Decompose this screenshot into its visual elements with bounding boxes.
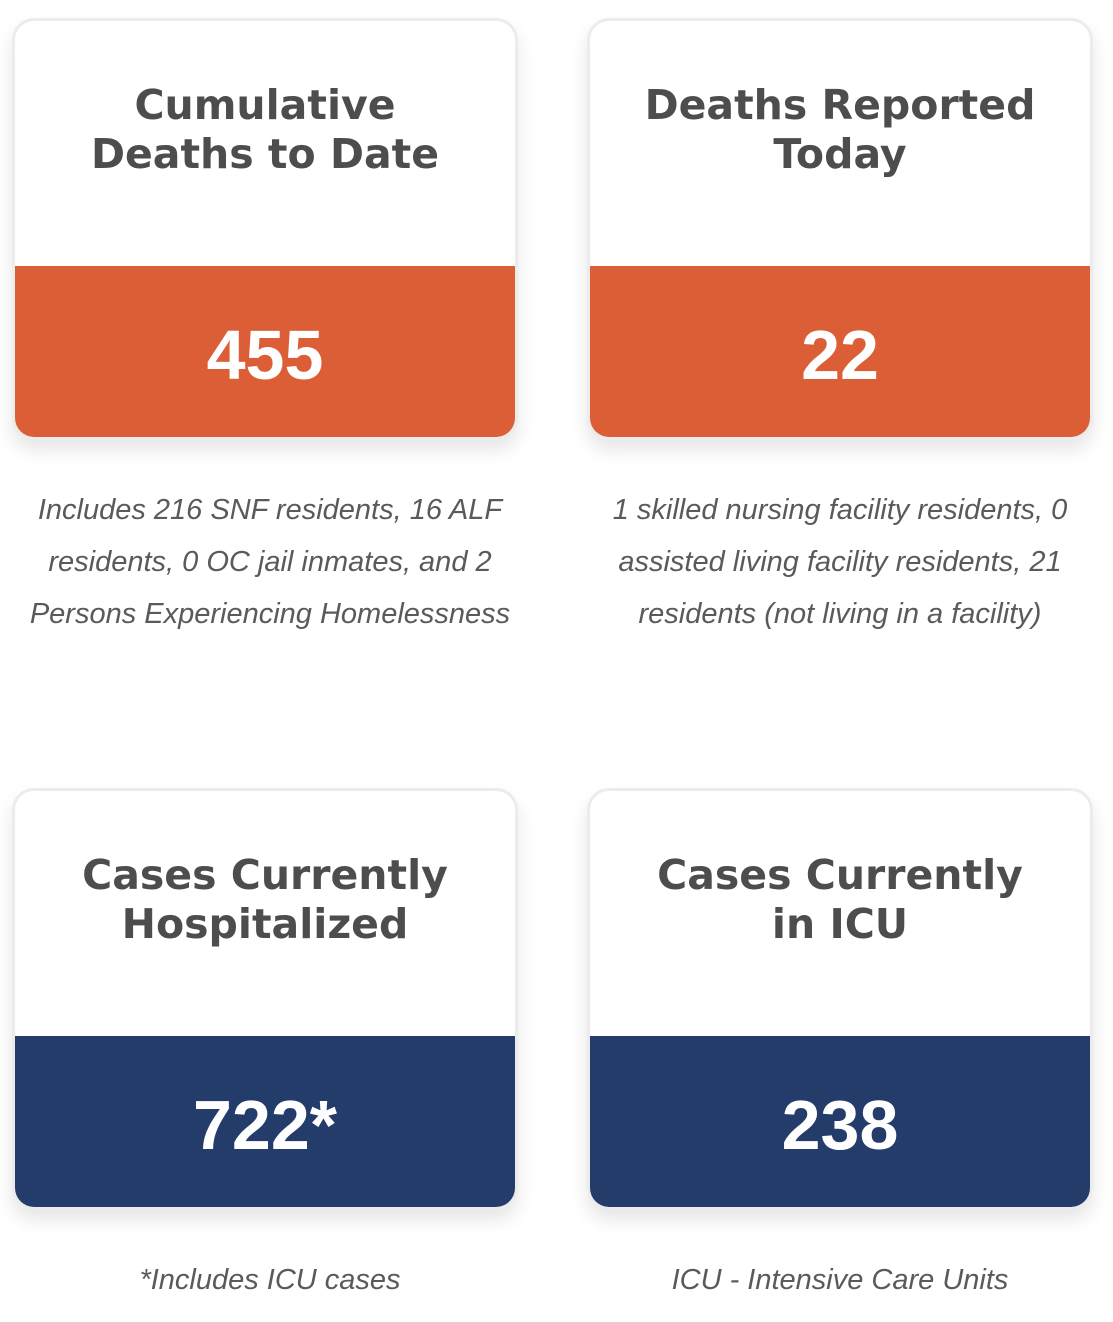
hospitalized-value: 722*	[15, 1036, 515, 1207]
hospitalized-note: *Includes ICU cases	[139, 1264, 401, 1296]
icu-note: ICU - Intensive Care Units	[671, 1264, 1009, 1296]
cumulative-deaths-card: Cumulative Deaths to Date 455	[12, 18, 518, 440]
cumulative-deaths-title: Cumulative Deaths to Date	[90, 81, 440, 178]
icu-card: Cases Currently in ICU 238	[587, 788, 1093, 1210]
icu-value: 238	[590, 1036, 1090, 1207]
deaths-today-card: Deaths Reported Today 22	[587, 18, 1093, 440]
deaths-today-note: 1 skilled nursing facility residents, 0 …	[612, 494, 1068, 630]
cumulative-deaths-value: 455	[15, 266, 515, 437]
hospitalized-card: Cases Currently Hospitalized 722*	[12, 788, 518, 1210]
cumulative-deaths-note: Includes 216 SNF residents, 16 ALF resid…	[29, 494, 511, 630]
deaths-today-value: 22	[590, 266, 1090, 437]
deaths-today-title: Deaths Reported Today	[644, 81, 1036, 178]
hospitalized-title: Cases Currently Hospitalized	[82, 851, 448, 948]
icu-title: Cases Currently in ICU	[657, 851, 1023, 948]
